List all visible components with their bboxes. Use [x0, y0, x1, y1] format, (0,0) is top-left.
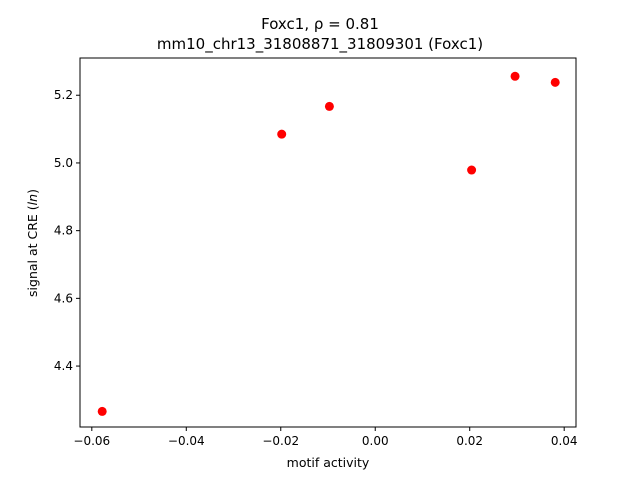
- plot-area: [97, 71, 560, 416]
- x-axis-label: motif activity: [287, 455, 370, 470]
- y-tick-label-2: 4.6: [54, 291, 73, 305]
- plot-frame: [79, 57, 577, 428]
- y-axis-label-prefix: signal at CRE (: [25, 205, 40, 297]
- data-point-4: [467, 165, 477, 175]
- data-point-5: [510, 71, 520, 81]
- y-tick-label-3: 4.8: [54, 224, 73, 238]
- x-tick-label-4: 0.00: [362, 434, 389, 448]
- data-point-3: [324, 101, 334, 111]
- data-point-1: [97, 406, 107, 416]
- x-tick-label-1: −0.06: [73, 434, 110, 448]
- y-tick-label-4: 5.0: [54, 156, 73, 170]
- x-tick-label-2: −0.04: [168, 434, 205, 448]
- data-point-2: [277, 129, 287, 139]
- chart-title-line1: Foxc1, ρ = 0.81: [261, 15, 379, 33]
- x-axis-ticks: −0.06 −0.04 −0.02 0.00 0.02 0.04: [73, 427, 578, 448]
- y-axis-label: signal at CRE (ln): [25, 189, 40, 297]
- y-axis-label-italic: ln: [25, 194, 40, 205]
- x-tick-label-6: 0.04: [551, 434, 578, 448]
- chart-title-line2: mm10_chr13_31808871_31809301 (Foxc1): [157, 35, 483, 54]
- y-axis-ticks: 4.4 4.6 4.8 5.0 5.2: [54, 88, 80, 373]
- data-point-6: [550, 77, 560, 87]
- y-tick-label-1: 4.4: [54, 359, 73, 373]
- x-tick-label-5: 0.02: [456, 434, 483, 448]
- y-axis-label-suffix: ): [25, 189, 40, 194]
- x-tick-label-3: −0.02: [262, 434, 299, 448]
- y-tick-label-5: 5.2: [54, 88, 73, 102]
